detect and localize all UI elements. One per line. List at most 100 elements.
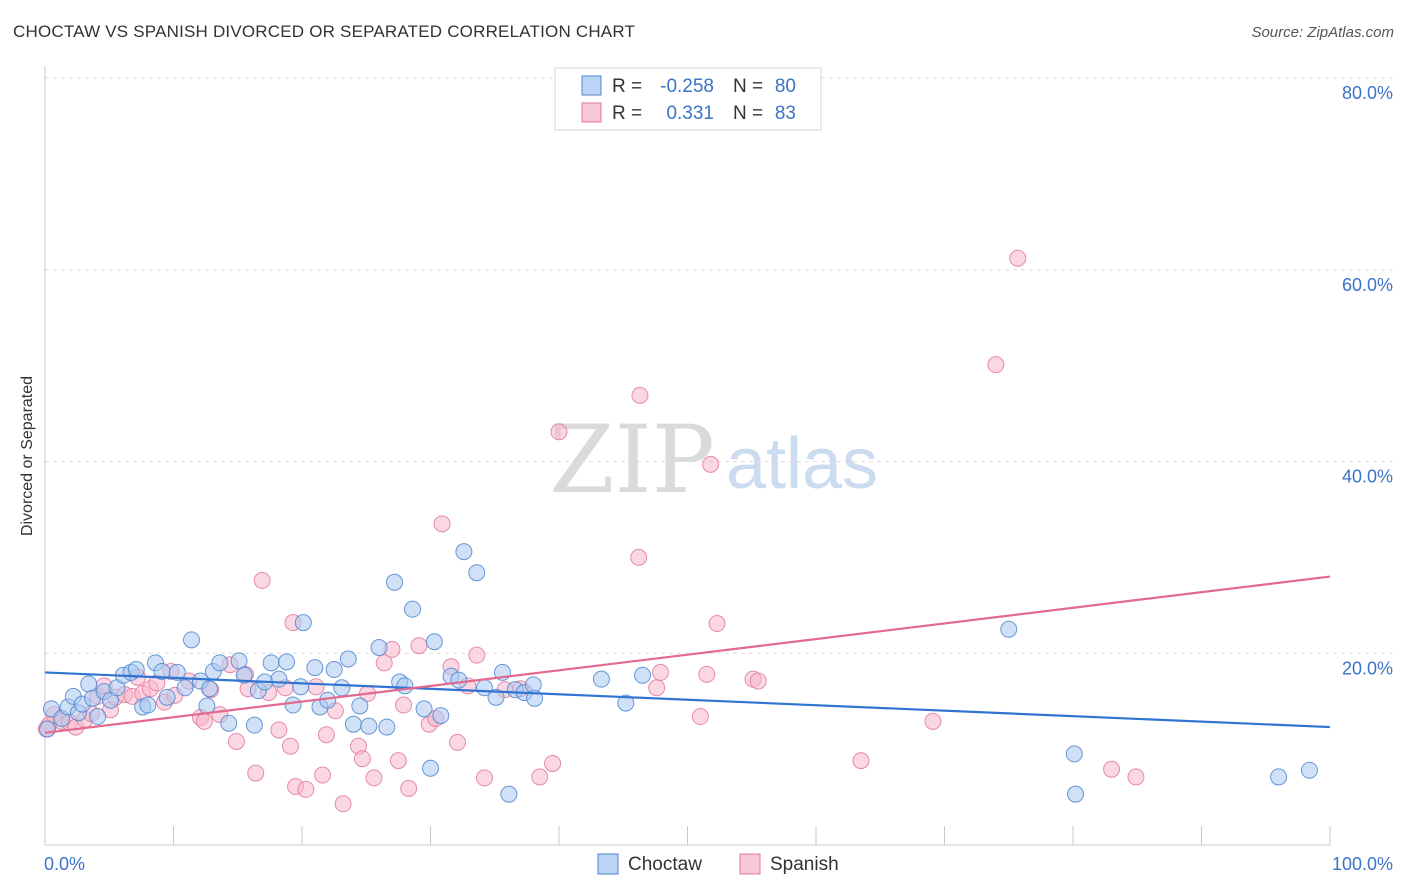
- spanish-point: [281, 737, 299, 755]
- spanish-point: [227, 732, 245, 750]
- choctaw-point: [89, 708, 107, 726]
- spanish-point: [550, 423, 568, 441]
- choctaw-n-label: N =: [733, 76, 763, 97]
- spanish-point: [630, 548, 648, 566]
- spanish-point: [1009, 249, 1027, 267]
- choctaw-point: [500, 785, 518, 803]
- choctaw-point: [404, 600, 422, 618]
- spanish-r-value: 0.331: [666, 103, 714, 124]
- choctaw-points: [39, 543, 1318, 803]
- spanish-point: [1103, 760, 1121, 778]
- legend-choctaw-label: Choctaw: [628, 854, 702, 875]
- axes: [44, 66, 1331, 846]
- choctaw-point: [1000, 620, 1018, 638]
- spanish-point: [433, 515, 451, 533]
- trend-lines: [44, 575, 1331, 734]
- spanish-point: [253, 571, 271, 589]
- spanish-r-label: R =: [612, 103, 642, 124]
- choctaw-point: [1065, 745, 1083, 763]
- choctaw-n-value: 80: [775, 76, 796, 97]
- choctaw-point: [158, 688, 176, 706]
- choctaw-point: [339, 650, 357, 668]
- spanish-point: [475, 769, 493, 787]
- y-tick-labels: 20.0% 40.0% 60.0% 80.0%: [1342, 83, 1393, 678]
- y-tick-label: 80.0%: [1342, 83, 1393, 103]
- spanish-point: [365, 769, 383, 787]
- choctaw-point: [182, 631, 200, 649]
- choctaw-point: [284, 696, 302, 714]
- watermark-zip: ZIP: [549, 406, 715, 515]
- choctaw-point: [80, 675, 98, 693]
- spanish-point: [708, 615, 726, 633]
- spanish-point: [400, 779, 418, 797]
- choctaw-point: [360, 717, 378, 735]
- spanish-point: [334, 795, 352, 813]
- choctaw-point: [1270, 768, 1288, 786]
- choctaw-point: [432, 707, 450, 725]
- choctaw-point: [39, 720, 57, 738]
- choctaw-stats-swatch: [581, 75, 602, 96]
- spanish-point: [195, 712, 213, 730]
- spanish-trend-line: [44, 575, 1331, 734]
- spanish-point: [247, 764, 265, 782]
- choctaw-point: [325, 661, 343, 679]
- choctaw-point: [468, 564, 486, 582]
- spanish-point: [389, 752, 407, 770]
- y-tick-label: 20.0%: [1342, 658, 1393, 678]
- chart-title: CHOCTAW VS SPANISH DIVORCED OR SEPARATED…: [13, 22, 636, 41]
- choctaw-point: [592, 670, 610, 688]
- choctaw-point: [211, 654, 229, 672]
- legend-spanish-label: Spanish: [770, 854, 839, 875]
- choctaw-point: [245, 716, 263, 734]
- watermark-atlas: atlas: [726, 424, 878, 504]
- x-tick-labels: 0.0% 100.0%: [44, 854, 1393, 874]
- choctaw-point: [617, 694, 635, 712]
- spanish-point: [270, 721, 288, 739]
- spanish-n-label: N =: [733, 103, 763, 124]
- spanish-n-value: 83: [775, 103, 796, 124]
- spanish-point: [531, 768, 549, 786]
- spanish-point: [698, 665, 716, 683]
- spanish-point: [353, 750, 371, 768]
- choctaw-point: [278, 653, 296, 671]
- spanish-point: [691, 708, 709, 726]
- choctaw-point: [270, 670, 288, 688]
- choctaw-point: [344, 715, 362, 733]
- choctaw-point: [487, 688, 505, 706]
- chart-source: Source: ZipAtlas.com: [1251, 24, 1394, 41]
- choctaw-point: [262, 654, 280, 672]
- choctaw-point: [422, 759, 439, 777]
- stats-legend-box: R = -0.258 N = 80 R = 0.331 N = 83: [554, 67, 822, 131]
- watermark: ZIP atlas: [549, 406, 878, 515]
- spanish-point: [749, 672, 767, 690]
- spanish-point: [1127, 768, 1145, 786]
- spanish-point: [375, 654, 393, 672]
- choctaw-point: [1300, 761, 1318, 779]
- choctaw-point: [333, 679, 351, 697]
- choctaw-point: [370, 638, 388, 656]
- choctaw-point: [306, 659, 324, 677]
- spanish-point: [652, 663, 670, 681]
- choctaw-point: [139, 696, 157, 714]
- choctaw-point: [455, 543, 473, 561]
- choctaw-point: [294, 614, 312, 632]
- choctaw-r-value: -0.258: [660, 76, 714, 97]
- choctaw-point: [220, 714, 238, 732]
- choctaw-point: [230, 652, 248, 670]
- choctaw-point: [200, 680, 218, 698]
- spanish-point: [924, 712, 942, 730]
- spanish-point: [852, 752, 870, 770]
- choctaw-point: [168, 663, 186, 681]
- spanish-point: [648, 679, 666, 697]
- bottom-legend: Choctaw Spanish: [597, 853, 839, 875]
- spanish-point: [297, 780, 315, 798]
- choctaw-trend-line: [44, 671, 1331, 729]
- legend-spanish-swatch: [739, 853, 761, 875]
- legend-choctaw-swatch: [597, 853, 619, 875]
- choctaw-point: [1067, 785, 1085, 803]
- choctaw-point: [176, 679, 194, 697]
- choctaw-point: [386, 573, 404, 591]
- spanish-point: [317, 726, 335, 744]
- spanish-point: [314, 766, 332, 784]
